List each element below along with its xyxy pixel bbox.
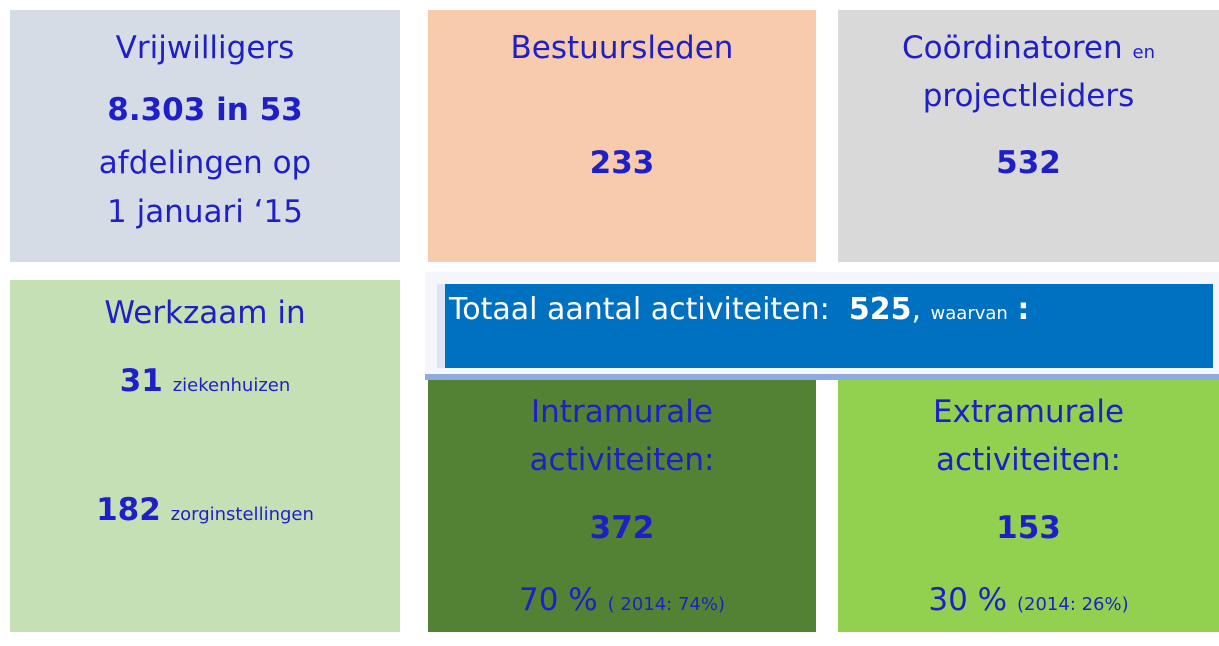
value: 31: [119, 363, 163, 399]
comma: ,: [911, 292, 921, 327]
title: activiteiten:: [529, 442, 715, 478]
label: zorginstellingen: [170, 504, 314, 525]
colon: :: [1017, 292, 1030, 327]
value: 182: [96, 492, 161, 528]
text: 1 januari ‘15: [107, 194, 303, 230]
value: 532: [996, 145, 1061, 181]
extramural-box: Extramurale activiteiten: 153 30 % (2014…: [838, 380, 1219, 632]
percent: 30 %: [928, 582, 1008, 618]
previous: (2014: 26%): [1016, 594, 1129, 615]
percent: 70 %: [519, 582, 598, 618]
title: Intramurale: [531, 394, 713, 430]
title: Coördinatoren: [902, 30, 1123, 66]
value: 525: [848, 292, 912, 327]
intramural-box: Intramurale activiteiten: 372 70 % ( 201…: [428, 380, 816, 632]
title: Coördinatoren en: [838, 28, 1219, 73]
value: 153: [996, 510, 1061, 546]
title: activiteiten:: [936, 442, 1121, 478]
small-text: waarvan: [930, 303, 1008, 324]
total-banner: Totaal aantal activiteiten: 525, waarvan…: [425, 272, 1219, 380]
coordinators-box: Coördinatoren en projectleiders 532: [838, 10, 1219, 262]
value: 233: [589, 145, 655, 181]
row: 31 ziekenhuizen: [10, 361, 400, 406]
text: afdelingen op: [98, 145, 312, 181]
percent-row: 70 % ( 2014: 74%): [428, 580, 816, 625]
title: Extramurale: [932, 394, 1125, 430]
title: Werkzaam in: [104, 295, 306, 331]
previous: ( 2014: 74%): [607, 594, 725, 615]
total-text: Totaal aantal activiteiten: 525, waarvan…: [449, 290, 1029, 334]
value: 372: [589, 510, 655, 546]
small-text: en: [1132, 42, 1155, 63]
volunteers-box: Vrijwilligers 8.303 in 53 afdelingen op …: [10, 10, 400, 262]
title: Bestuursleden: [510, 30, 734, 66]
total-inner: Totaal aantal activiteiten: 525, waarvan…: [437, 284, 1213, 368]
title: Vrijwilligers: [115, 30, 295, 66]
board-box: Bestuursleden 233: [428, 10, 816, 262]
label: Totaal aantal activiteiten:: [449, 292, 830, 327]
title: projectleiders: [922, 78, 1135, 114]
percent-row: 30 % (2014: 26%): [838, 580, 1219, 625]
count: 8.303 in 53: [107, 92, 303, 128]
label: ziekenhuizen: [172, 375, 291, 396]
work-box: Werkzaam in 31 ziekenhuizen 182 zorginst…: [10, 280, 400, 632]
row: 182 zorginstellingen: [10, 490, 400, 535]
